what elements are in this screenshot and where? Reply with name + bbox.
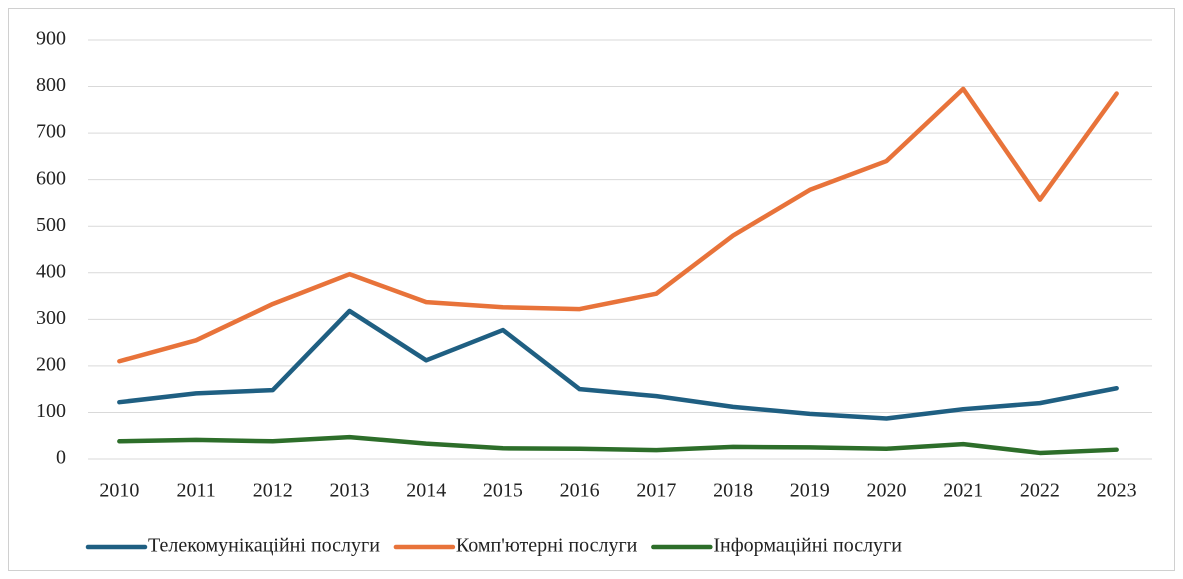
x-tick-label: 2016 bbox=[560, 480, 600, 502]
y-tick-label: 300 bbox=[36, 307, 66, 329]
x-tick-label: 2012 bbox=[253, 480, 293, 502]
data-line bbox=[117, 308, 1119, 421]
data-line bbox=[117, 434, 1119, 456]
x-tick-label: 2020 bbox=[867, 480, 907, 502]
x-tick-label: 2015 bbox=[483, 480, 523, 502]
y-tick-label: 100 bbox=[36, 400, 66, 422]
x-tick-label: 2019 bbox=[790, 480, 830, 502]
y-tick-label: 0 bbox=[56, 447, 66, 469]
y-tick-label: 500 bbox=[36, 214, 66, 236]
y-tick-label: 800 bbox=[36, 74, 66, 96]
x-tick-label: 2023 bbox=[1097, 480, 1137, 502]
x-tick-label: 2018 bbox=[713, 480, 753, 502]
legend-label: Інформаційні послуги bbox=[713, 535, 902, 557]
y-tick-label: 200 bbox=[36, 353, 66, 375]
x-tick-label: 2013 bbox=[330, 480, 370, 502]
y-tick-label: 400 bbox=[36, 260, 66, 282]
x-tick-label: 2011 bbox=[176, 480, 215, 502]
x-tick-label: 2022 bbox=[1020, 480, 1060, 502]
y-tick-label: 600 bbox=[36, 167, 66, 189]
x-tick-label: 2017 bbox=[636, 480, 676, 502]
data-line bbox=[117, 86, 1119, 364]
x-tick-label: 2010 bbox=[99, 480, 139, 502]
x-tick-label: 2014 bbox=[406, 480, 446, 502]
y-tick-label: 900 bbox=[36, 28, 66, 50]
y-tick-label: 700 bbox=[36, 121, 66, 143]
chart-border bbox=[8, 8, 1175, 571]
legend-label: Телекомунікаційні послуги bbox=[148, 535, 380, 557]
legend-label: Комп'ютерні послуги bbox=[456, 535, 638, 557]
x-tick-label: 2021 bbox=[943, 480, 983, 502]
